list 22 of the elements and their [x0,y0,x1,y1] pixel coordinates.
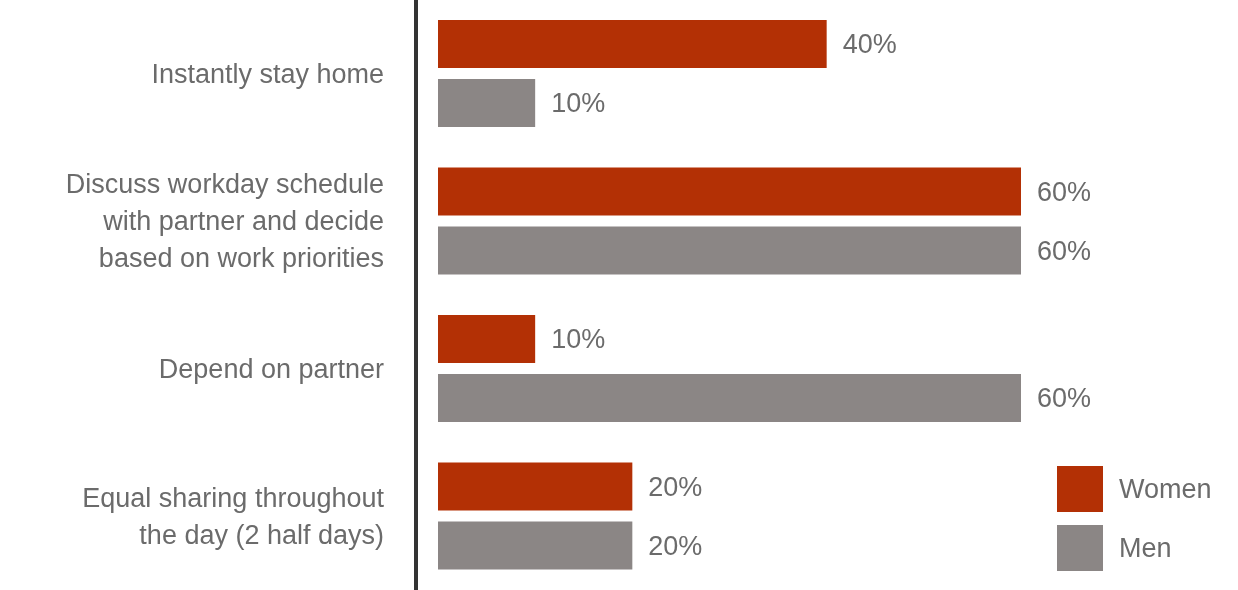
y-tick-label: Depend on partner [158,353,384,384]
y-tick-label: Equal sharing throughout the day (2 half days) [82,482,385,550]
y-tick-label: Instantly stay home [151,58,384,89]
bar [438,79,536,127]
bar [438,462,633,511]
bar [438,226,1021,275]
bar [438,315,536,363]
data-label: 60% [1037,235,1092,266]
data-label: 60% [1037,383,1092,413]
data-label: 40% [842,29,897,59]
data-label: 20% [648,471,703,502]
data-label: 10% [551,88,606,118]
data-label: 60% [1037,176,1092,207]
bar [438,374,1021,422]
y-tick-label: Discuss workday schedule with partner and decide based on work priorities [65,169,384,274]
data-label: 10% [551,324,606,354]
legend-label: Women [1119,473,1212,505]
bar [438,20,827,68]
bar [438,167,1021,216]
bar [438,521,633,570]
legend-label: Men [1119,532,1172,564]
data-label: 20% [648,530,703,561]
